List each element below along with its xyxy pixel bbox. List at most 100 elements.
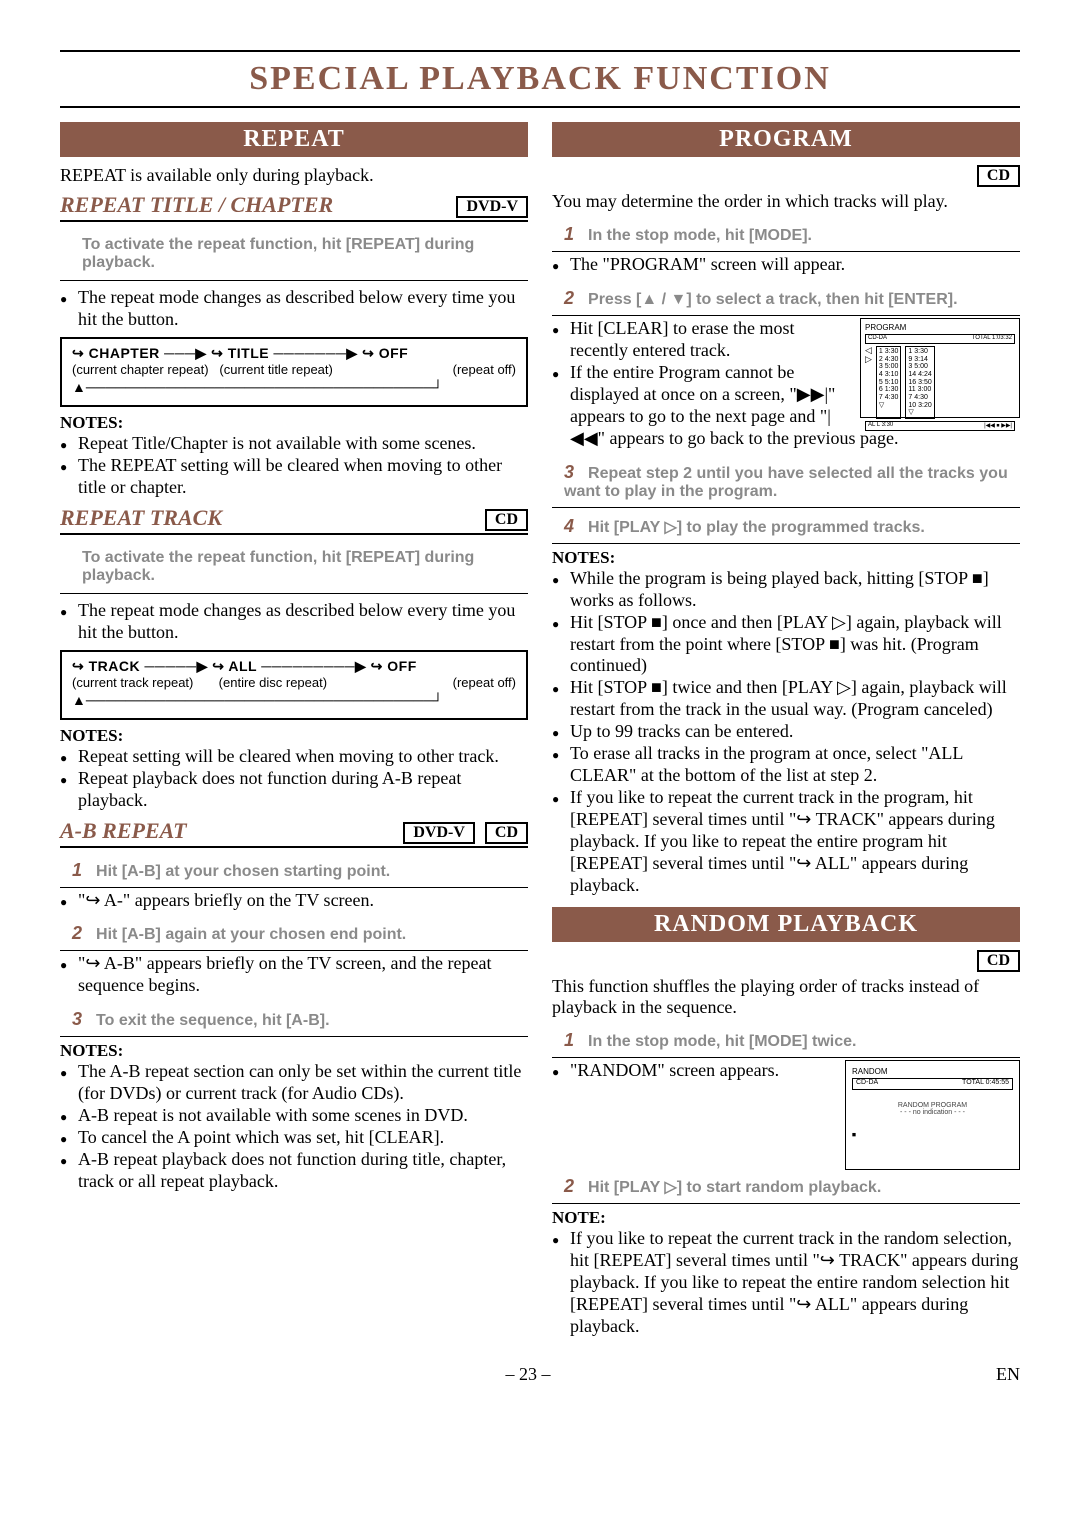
program-step1-bullet: The "PROGRAM" screen will appear. [552, 254, 1020, 276]
heading-text: REPEAT TITLE / CHAPTER [60, 192, 333, 218]
ab-step1-bullet: "↪ A-" appears briefly on the TV screen. [60, 890, 528, 912]
display-bot: ⏹ [852, 1130, 1013, 1140]
program-banner: PROGRAM [552, 122, 1020, 157]
program-step3: 3 Repeat step 2 until you have selected … [552, 456, 1020, 508]
flow-top: ↪ CHAPTER ───▶ ↪ TITLE ───────▶ ↪ OFF [72, 345, 516, 362]
flow-sub: (current track repeat) (entire disc repe… [72, 675, 516, 690]
cd-badge: CD [977, 165, 1020, 187]
step-text: Hit [A-B] at your chosen starting point. [96, 863, 390, 880]
step-number: 1 [564, 1030, 574, 1050]
page-number: – 23 – [60, 1364, 1020, 1385]
ab-step2-bullet: "↪ A-B" appears briefly on the TV screen… [60, 953, 528, 997]
note: Up to 99 tracks can be entered. [552, 721, 1020, 743]
display-center: RANDOM PROGRAM [852, 1102, 1013, 1109]
note-label: NOTE: [552, 1208, 1020, 1228]
program-intro: You may determine the order in which tra… [552, 191, 1020, 212]
left-column: REPEAT REPEAT is available only during p… [60, 122, 528, 1344]
random-banner: RANDOM PLAYBACK [552, 907, 1020, 942]
bullet: If the entire Program cannot be displaye… [552, 362, 1020, 450]
repeat-track-notes: Repeat setting will be cleared when movi… [60, 746, 528, 812]
note: Hit [STOP ■] twice and then [PLAY ▷] aga… [552, 677, 1020, 721]
bullet: "↪ A-" appears briefly on the TV screen. [60, 890, 528, 912]
repeat-tc-flow: ↪ CHAPTER ───▶ ↪ TITLE ───────▶ ↪ OFF (c… [60, 337, 528, 407]
step-text: Press [▲ / ▼] to select a track, then hi… [588, 291, 958, 308]
step-text: In the stop mode, hit [MODE]. [588, 227, 812, 244]
step-text: Repeat step 2 until you have selected al… [564, 465, 1008, 500]
random-intro: This function shuffles the playing order… [552, 976, 1020, 1018]
notes-label: NOTES: [60, 726, 528, 746]
ab-step2: 2 Hit [A-B] again at your chosen end poi… [60, 917, 528, 951]
display-center2: - - - no indication - - - [852, 1109, 1013, 1116]
dvd-badge: DVD-V [456, 196, 528, 218]
repeat-tc-instr: To activate the repeat function, hit [RE… [60, 228, 528, 281]
step-number: 3 [72, 1009, 82, 1029]
note: A-B repeat playback does not function du… [60, 1149, 528, 1193]
step-text: Hit [PLAY ▷] to start random playback. [588, 1179, 881, 1196]
program-step1: 1 In the stop mode, hit [MODE]. [552, 218, 1020, 252]
ab-repeat-heading: A-B REPEAT DVD-V CD [60, 818, 528, 848]
flow-top: ↪ TRACK ─────▶ ↪ ALL ─────────▶ ↪ OFF [72, 658, 516, 675]
bullet: "↪ A-B" appears briefly on the TV screen… [60, 953, 528, 997]
repeat-track-bullet: The repeat mode changes as described bel… [60, 600, 528, 644]
flow-sub-right: (repeat off) [453, 675, 516, 690]
note: Repeat playback does not function during… [60, 768, 528, 812]
notes-label: NOTES: [60, 413, 528, 433]
cd-badge: CD [485, 822, 528, 844]
cd-badge: CD [977, 950, 1020, 972]
repeat-track-heading: REPEAT TRACK CD [60, 505, 528, 535]
note: While the program is being played back, … [552, 568, 1020, 612]
note: A-B repeat is not available with some sc… [60, 1105, 528, 1127]
repeat-banner: REPEAT [60, 122, 528, 157]
repeat-track-instr: To activate the repeat function, hit [RE… [60, 541, 528, 594]
program-step2-bullets: Hit [CLEAR] to erase the most recently e… [552, 318, 1020, 450]
ab-step3: 3 To exit the sequence, hit [A-B]. [60, 1003, 528, 1037]
note: Repeat setting will be cleared when movi… [60, 746, 528, 768]
note: The A-B repeat section can only be set w… [60, 1061, 528, 1105]
ab-notes: The A-B repeat section can only be set w… [60, 1061, 528, 1193]
note: Hit [STOP ■] once and then [PLAY ▷] agai… [552, 612, 1020, 678]
bullet: "RANDOM" screen appears. [552, 1060, 1020, 1082]
heading-text: REPEAT TRACK [60, 505, 222, 531]
notes-label: NOTES: [552, 548, 1020, 568]
step-number: 2 [72, 923, 82, 943]
heading-text: A-B REPEAT [60, 818, 187, 844]
step-number: 3 [564, 462, 574, 482]
bullet: The "PROGRAM" screen will appear. [552, 254, 1020, 276]
repeat-intro: REPEAT is available only during playback… [60, 165, 528, 186]
step-text: Hit [PLAY ▷] to play the programmed trac… [588, 519, 925, 536]
right-column: PROGRAM CD You may determine the order i… [552, 122, 1020, 1344]
random-step1: 1 In the stop mode, hit [MODE] twice. [552, 1024, 1020, 1058]
page-lang: EN [996, 1364, 1020, 1385]
repeat-title-chapter-heading: REPEAT TITLE / CHAPTER DVD-V [60, 192, 528, 222]
flow-sub-left: (current track repeat) [72, 675, 193, 690]
note: If you like to repeat the current track … [552, 1228, 1020, 1338]
step-number: 2 [564, 288, 574, 308]
step-number: 4 [564, 516, 574, 536]
flow-sub-mid: (current title repeat) [219, 362, 332, 377]
note: To erase all tracks in the program at on… [552, 743, 1020, 787]
note: Repeat Title/Chapter is not available wi… [60, 433, 528, 455]
bullet: The repeat mode changes as described bel… [60, 600, 528, 644]
ab-step1: 1 Hit [A-B] at your chosen starting poin… [60, 854, 528, 888]
step-text: To exit the sequence, hit [A-B]. [96, 1012, 330, 1029]
bullet: The repeat mode changes as described bel… [60, 287, 528, 331]
repeat-tc-notes: Repeat Title/Chapter is not available wi… [60, 433, 528, 499]
note: To cancel the A point which was set, hit… [60, 1127, 528, 1149]
note: The REPEAT setting will be cleared when … [60, 455, 528, 499]
flow-sub-left: (current chapter repeat) [72, 362, 209, 377]
flow-sub-right: (repeat off) [453, 362, 516, 377]
program-step2: 2 Press [▲ / ▼] to select a track, then … [552, 282, 1020, 316]
dvd-badge: DVD-V [403, 822, 475, 844]
random-step2: 2 Hit [PLAY ▷] to start random playback. [552, 1170, 1020, 1204]
note: If you like to repeat the current track … [552, 787, 1020, 897]
step-text: Hit [A-B] again at your chosen end point… [96, 926, 406, 943]
step-number: 1 [564, 224, 574, 244]
repeat-tc-bullet: The repeat mode changes as described bel… [60, 287, 528, 331]
random-step1-bullet: "RANDOM" screen appears. [552, 1060, 1020, 1082]
flow-sub: (current chapter repeat) (current title … [72, 362, 516, 377]
program-notes: While the program is being played back, … [552, 568, 1020, 897]
program-step4: 4 Hit [PLAY ▷] to play the programmed tr… [552, 510, 1020, 544]
step-text: In the stop mode, hit [MODE] twice. [588, 1033, 856, 1050]
step-number: 1 [72, 860, 82, 880]
step-number: 2 [564, 1176, 574, 1196]
